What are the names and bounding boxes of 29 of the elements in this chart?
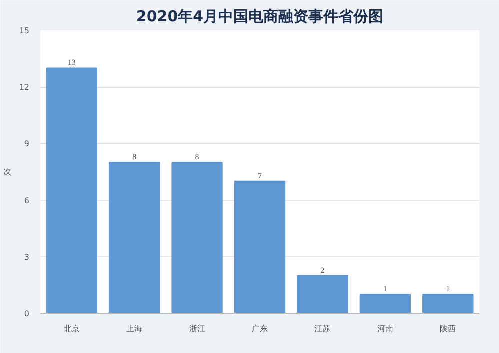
data-label: 13 [68, 58, 76, 68]
x-tick-label: 河南 [377, 324, 394, 334]
bar [46, 68, 98, 314]
x-tick-label: 上海 [126, 324, 143, 334]
y-tick-label: 12 [19, 83, 30, 92]
data-label: 8 [132, 152, 137, 162]
x-tick-label: 浙江 [189, 324, 206, 334]
y-tick-label: 0 [24, 310, 30, 318]
bar [297, 275, 348, 314]
chart-title: 2020年4月中国电商融资事件省份图 [136, 8, 384, 26]
data-label: 2 [320, 266, 325, 275]
bar [172, 162, 223, 314]
y-tick-label: 15 [19, 26, 30, 36]
y-axis-title: 次 [3, 168, 12, 176]
x-tick-label: 陕西 [440, 324, 456, 334]
x-tick-label: 北京 [64, 324, 80, 334]
data-label: 1 [446, 284, 450, 294]
y-tick-label: 3 [24, 252, 30, 262]
bar [422, 294, 474, 314]
x-tick-label: 广东 [252, 324, 268, 334]
bar [360, 294, 412, 314]
data-label: 8 [195, 152, 200, 162]
bar [108, 162, 160, 314]
x-tick-label: 江苏 [314, 324, 331, 334]
bar [234, 180, 286, 314]
data-label: 1 [383, 284, 388, 294]
data-label: 7 [258, 171, 262, 180]
y-tick-label: 9 [24, 140, 30, 149]
y-tick-label: 6 [24, 196, 30, 206]
